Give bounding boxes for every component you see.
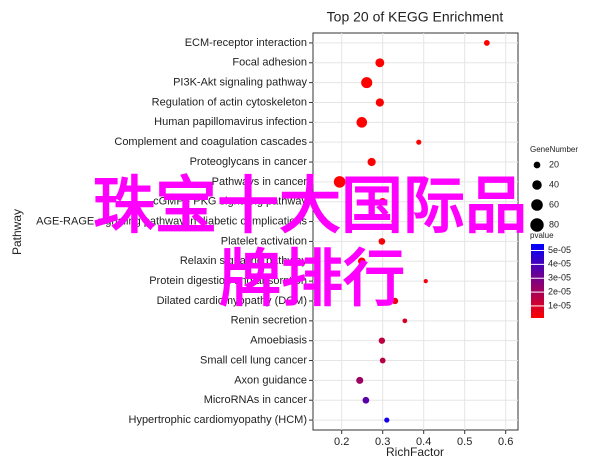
bubble — [483, 40, 490, 46]
y-tick-label: Dilated cardiomyopathy (DCM) — [157, 295, 307, 307]
x-tick-label: 0.6 — [498, 436, 513, 448]
x-tick-label: 0.2 — [334, 436, 349, 448]
size-legend-key — [532, 180, 542, 190]
size-legend-label: 60 — [549, 199, 559, 209]
color-legend-title: pvalue — [530, 231, 554, 240]
y-tick-label: cGMP - PKG signaling pathway — [153, 196, 307, 208]
bubble — [358, 257, 366, 266]
overlay-text: 牌排行 — [219, 242, 405, 315]
bubble — [384, 417, 390, 423]
size-legend-label: 80 — [549, 219, 559, 229]
y-axis-label: Pathway — [10, 209, 24, 255]
y-tick-label: Axon guidance — [234, 374, 307, 386]
colorbar — [531, 244, 544, 318]
bubble — [362, 396, 370, 404]
x-tick-label: 0.5 — [457, 436, 472, 448]
y-tick-label: Human papillomavirus infection — [154, 116, 307, 128]
bubble — [375, 58, 385, 68]
size-legend-title: GeneNumber — [530, 145, 578, 154]
bubble — [367, 157, 376, 167]
overlay-text: 珠宝十大国际品 — [93, 169, 527, 242]
colorbar-label: 5e-05 — [548, 245, 571, 255]
y-tick-label: Relaxin signaling pathway — [180, 255, 308, 267]
bubble — [375, 98, 384, 107]
y-tick-label: Amoebiasis — [250, 335, 307, 347]
bubble — [378, 337, 386, 344]
bubble — [402, 318, 408, 324]
bubble — [361, 77, 373, 89]
y-tick-label: AGE-RAGE signaling pathway in diabetic c… — [36, 215, 307, 227]
y-tick-label: Protein digestion and absorption — [149, 275, 307, 287]
y-tick-label: Complement and coagulation cascades — [114, 136, 307, 148]
colorbar-label: 1e-05 — [548, 300, 571, 310]
plot-background — [312, 32, 519, 431]
bubble — [391, 218, 399, 226]
y-tick-label: Renin secretion — [231, 315, 307, 327]
y-tick-label: Regulation of actin cytoskeleton — [152, 96, 307, 108]
size-legend-key — [530, 218, 544, 232]
colorbar-label: 2e-05 — [548, 286, 571, 296]
colorbar-label: 4e-05 — [548, 259, 571, 269]
bubble — [378, 238, 386, 245]
y-tick-label: PI3K-Akt signaling pathway — [173, 77, 307, 89]
bubble — [378, 197, 387, 206]
bubble — [356, 376, 364, 384]
x-axis-label: RichFactor — [386, 445, 444, 459]
size-legend-key — [531, 199, 543, 211]
colorbar-label: 3e-05 — [548, 273, 571, 283]
bubble — [333, 176, 346, 188]
y-tick-label: MicroRNAs in cancer — [204, 394, 308, 406]
y-tick-label: Hypertrophic cardiomyopathy (HCM) — [129, 414, 308, 426]
bubble — [379, 357, 386, 364]
y-tick-label: Pathways in cancer — [212, 176, 308, 188]
bubble — [423, 279, 428, 284]
x-tick-label: 0.3 — [375, 436, 390, 448]
bubble — [391, 297, 399, 305]
y-tick-label: Small cell lung cancer — [200, 354, 307, 366]
size-legend-key — [533, 161, 541, 169]
y-tick-label: Proteoglycans in cancer — [190, 156, 308, 168]
y-tick-label: Focal adhesion — [232, 57, 307, 69]
bubble — [416, 139, 422, 145]
size-legend-label: 40 — [549, 179, 559, 189]
chart-title: Top 20 of KEGG Enrichment — [327, 9, 504, 25]
bubble — [356, 117, 368, 128]
y-tick-label: Platelet activation — [221, 235, 307, 247]
x-tick-label: 0.4 — [416, 436, 431, 448]
y-tick-label: ECM-receptor interaction — [185, 37, 307, 49]
size-legend-label: 20 — [549, 159, 559, 169]
